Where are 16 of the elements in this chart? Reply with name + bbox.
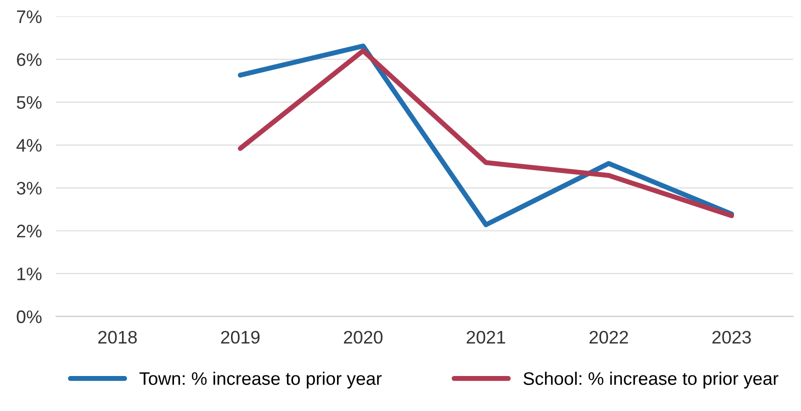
y-tick-label: 5% [16, 96, 42, 109]
legend-label: Town: % increase to prior year [139, 372, 382, 389]
y-tick-label: 0% [16, 310, 42, 324]
y-tick-label: 3% [16, 182, 42, 195]
y-tick-label: 4% [16, 139, 42, 152]
x-tick-label: 2019 [221, 330, 260, 344]
y-tick-label: 6% [17, 53, 42, 66]
y-tick-label: 2% [16, 224, 42, 238]
x-tick-label: 2022 [590, 330, 628, 344]
legend-label: School: % increase to prior year [524, 372, 778, 389]
x-tick-label: 2018 [98, 330, 137, 344]
y-tick-label: 1% [17, 268, 42, 280]
x-tick-label: 2023 [712, 330, 751, 344]
y-tick-label: 7% [17, 10, 42, 24]
x-tick-label: 2020 [344, 330, 382, 344]
x-tick-label: 2021 [466, 330, 506, 344]
